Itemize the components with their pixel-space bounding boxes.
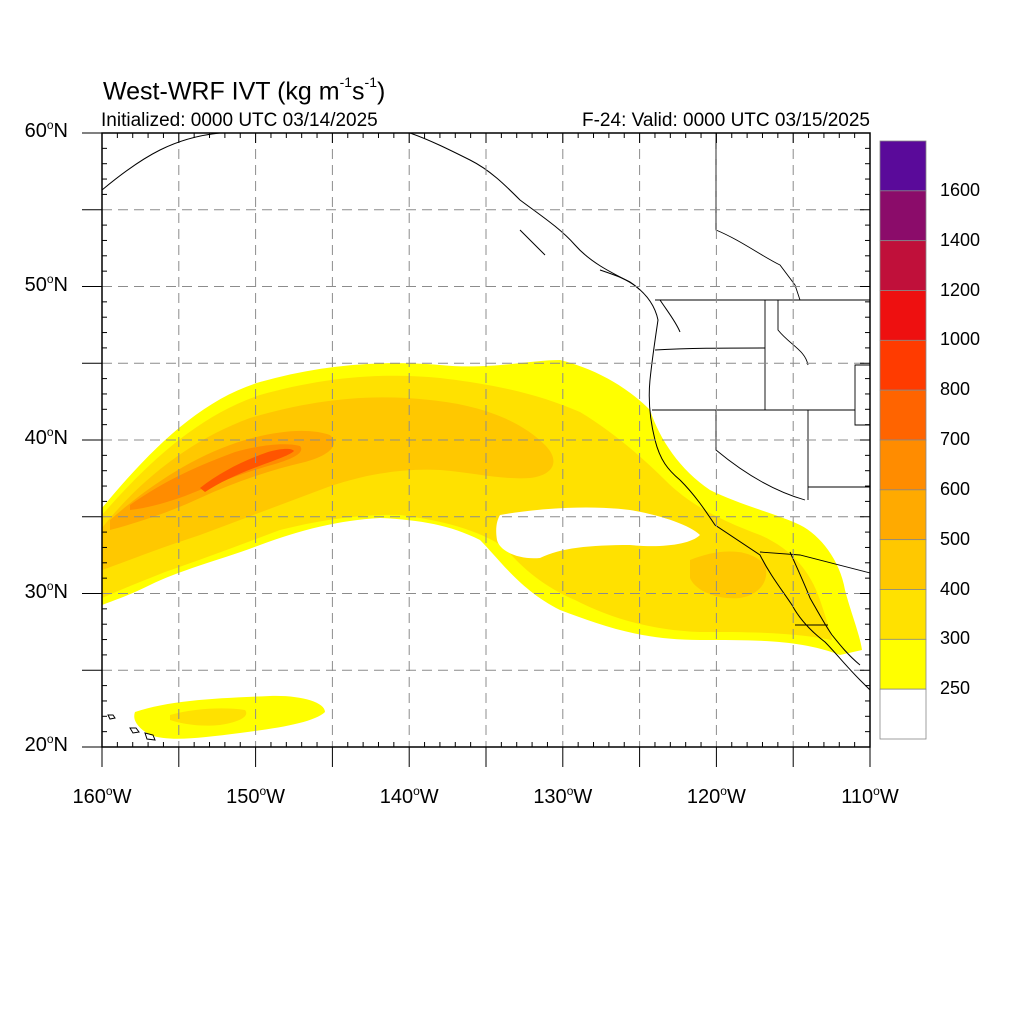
lat-label: 60oN: [12, 118, 68, 143]
lon-label-number: 120: [686, 786, 721, 808]
colorbar-swatch: [879, 688, 927, 740]
colorbar-label: 300: [940, 628, 971, 649]
lon-label-hemisphere: W: [879, 786, 899, 808]
colorbar-label: 1200: [940, 279, 981, 300]
axis-ticks: [82, 132, 871, 767]
border-utah-arizona: [808, 364, 870, 488]
degree-symbol: o: [873, 784, 880, 798]
colorbar-swatch: [879, 140, 927, 192]
coastline-north-america: [409, 133, 870, 691]
colorbar-swatch: [879, 389, 927, 441]
degree-symbol: o: [413, 784, 420, 798]
ivt-band-700-core: [200, 448, 294, 492]
lat-label: 40oN: [12, 425, 68, 450]
lat-label-number: 60: [24, 120, 47, 142]
lat-label-number: 30: [24, 580, 47, 603]
lon-label: 150oW: [206, 784, 306, 809]
lon-label-hemisphere: W: [112, 786, 132, 808]
degree-symbol: o: [720, 784, 727, 798]
degree-symbol: o: [46, 732, 54, 746]
ivt-filled-contours: [102, 360, 862, 739]
colorbar: [879, 140, 927, 740]
lon-label: 120oW: [666, 784, 766, 809]
lon-label-hemisphere: W: [419, 786, 439, 808]
lat-label-hemisphere: N: [53, 120, 68, 142]
lon-label-number: 130: [533, 786, 567, 808]
lat-label-hemisphere: N: [53, 734, 68, 756]
colorbar-swatch: [879, 240, 927, 291]
border-nevada: [715, 410, 809, 501]
ivt-gap-region: [496, 507, 700, 559]
colorbar-label: 500: [940, 528, 971, 549]
coastline-alaska: [102, 133, 221, 191]
lon-label-hemisphere: W: [266, 786, 286, 808]
colorbar-label: 1000: [940, 329, 981, 350]
colorbar-swatch: [879, 589, 927, 640]
degree-symbol: o: [105, 784, 113, 798]
lon-label-number: 160: [72, 786, 106, 808]
ivt-band-400-south: [690, 551, 767, 599]
lon-label-number: 150: [226, 786, 260, 808]
political-borders: [652, 133, 870, 626]
colorbar-swatch: [879, 489, 927, 541]
lon-label: 130oW: [513, 784, 613, 809]
colorbar-label: 800: [940, 379, 971, 400]
colorbar-swatch: [879, 339, 927, 391]
lat-label-hemisphere: N: [53, 273, 68, 296]
coastline-baja-gulf: [789, 551, 861, 666]
lon-label: 110oW: [820, 784, 920, 809]
lat-label-hemisphere: N: [53, 580, 68, 603]
lon-label-hemisphere: W: [573, 786, 593, 808]
ivt-patch-tropics-core: [170, 708, 247, 726]
colorbar-label: 1600: [940, 179, 981, 200]
degree-symbol: o: [46, 578, 54, 593]
colorbar-label: 700: [940, 429, 971, 449]
coastline-canada-islands: [519, 229, 681, 333]
map-title: West-WRF IVT (kg m-1s-1): [103, 74, 386, 106]
colorbar-swatch: [879, 539, 927, 590]
colorbar-label: 250: [940, 678, 971, 699]
lon-label-number: 110: [841, 786, 874, 808]
colorbar-swatch: [879, 439, 927, 491]
colorbar-label: 400: [940, 578, 971, 599]
lat-label-number: 40: [24, 427, 47, 449]
lat-label-hemisphere: N: [53, 427, 68, 449]
colorbar-swatch: [879, 290, 927, 341]
lon-label: 160oW: [52, 784, 152, 809]
colorbar-label: 1400: [940, 229, 981, 250]
valid-time: F-24: Valid: 0000 UTC 03/15/2025: [582, 110, 870, 131]
degree-symbol: o: [46, 271, 54, 286]
degree-symbol: o: [566, 784, 574, 798]
border-alaska-canada: [715, 133, 801, 301]
degree-symbol: o: [46, 118, 54, 132]
lat-lon-gridlines: [102, 133, 870, 747]
colorbar-swatch: [879, 638, 927, 690]
lat-label-number: 50: [24, 273, 47, 296]
border-us-mexico: [759, 551, 870, 574]
lat-label: 30oN: [12, 578, 68, 604]
degree-symbol: o: [259, 784, 267, 798]
degree-symbol: o: [46, 425, 54, 439]
lon-label: 140oW: [359, 784, 459, 809]
lat-label-number: 20: [24, 734, 47, 756]
lon-label-number: 140: [379, 786, 414, 808]
initialized-time: Initialized: 0000 UTC 03/14/2025: [101, 110, 378, 131]
hawaii-islands: [107, 714, 156, 741]
lat-label: 20oN: [12, 732, 68, 757]
colorbar-swatch: [879, 190, 927, 242]
colorbar-label: 600: [940, 478, 971, 499]
border-washington-oregon: [654, 347, 766, 351]
lon-label-hemisphere: W: [726, 786, 746, 808]
lat-label: 50oN: [12, 271, 68, 297]
border-idaho: [764, 300, 809, 410]
coastlines: [102, 133, 870, 741]
